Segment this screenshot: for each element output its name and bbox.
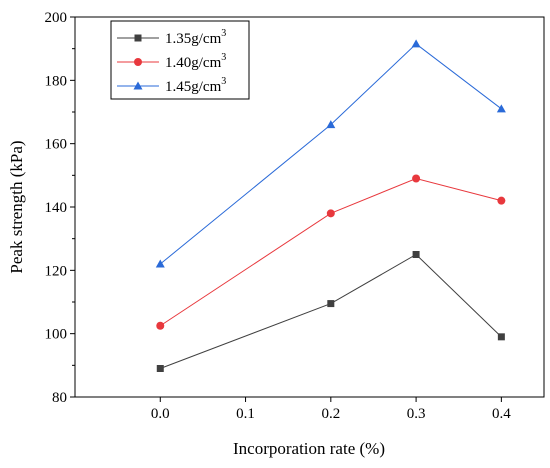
plot-area bbox=[155, 39, 506, 372]
legend-label: 1.40g/cm3 bbox=[165, 52, 226, 71]
legend-label-text: 1.45g/cm bbox=[165, 79, 222, 95]
data-point bbox=[156, 365, 164, 372]
y-tick-label: 120 bbox=[45, 263, 68, 279]
data-point bbox=[412, 174, 421, 183]
y-tick-label: 140 bbox=[45, 200, 68, 216]
x-axis-title: Incorporation rate (%) bbox=[233, 439, 385, 458]
legend-label: 1.35g/cm3 bbox=[165, 28, 226, 47]
series-line bbox=[159, 43, 502, 265]
y-axis-title: Peak strength (kPa) bbox=[7, 140, 26, 273]
data-point bbox=[496, 104, 506, 113]
x-tick-label: 0.1 bbox=[236, 406, 255, 422]
legend-item: 1.35g/cm3 bbox=[117, 28, 226, 47]
x-tick-label: 0.3 bbox=[407, 406, 426, 422]
data-point bbox=[326, 209, 335, 218]
y-tick-label: 160 bbox=[45, 137, 68, 153]
x-tick-label: 0.0 bbox=[151, 406, 170, 422]
data-point bbox=[497, 196, 506, 205]
series-line bbox=[159, 177, 502, 327]
legend-label-superscript: 3 bbox=[221, 76, 226, 87]
legend-marker bbox=[133, 81, 143, 90]
legend-box bbox=[110, 20, 250, 100]
y-tick-label: 100 bbox=[45, 327, 68, 343]
series-0 bbox=[156, 251, 505, 372]
ticks: 0.0 0.1 0.2 0.3 0.4 80 100 120 140 160 180 200 bbox=[45, 10, 512, 422]
data-point bbox=[497, 333, 505, 341]
legend-label-text: 1.40g/cm bbox=[165, 55, 222, 71]
legend-marker bbox=[134, 58, 142, 66]
plot-frame bbox=[74, 16, 545, 398]
x-tick-label: 0.2 bbox=[321, 406, 340, 422]
data-point bbox=[327, 300, 335, 308]
y-tick-label: 180 bbox=[45, 73, 68, 89]
legend-item: 1.40g/cm3 bbox=[117, 52, 226, 71]
legend-label-superscript: 3 bbox=[221, 52, 226, 63]
series-1 bbox=[156, 174, 506, 330]
data-point bbox=[326, 120, 336, 129]
legend-label: 1.45g/cm3 bbox=[165, 76, 226, 95]
data-point bbox=[156, 321, 165, 330]
data-point bbox=[411, 39, 421, 48]
series-line bbox=[160, 253, 502, 369]
data-point bbox=[155, 259, 165, 268]
x-tick-label: 0.4 bbox=[492, 406, 511, 422]
y-tick-label: 200 bbox=[45, 10, 68, 26]
series-2 bbox=[155, 39, 506, 268]
y-tick-label: 80 bbox=[52, 390, 67, 406]
legend-label-text: 1.35g/cm bbox=[165, 31, 222, 47]
legend-marker bbox=[134, 34, 142, 42]
data-point bbox=[412, 251, 420, 258]
legend-item: 1.45g/cm3 bbox=[117, 76, 226, 95]
legend-label-superscript: 3 bbox=[221, 28, 226, 39]
axes bbox=[74, 16, 545, 398]
